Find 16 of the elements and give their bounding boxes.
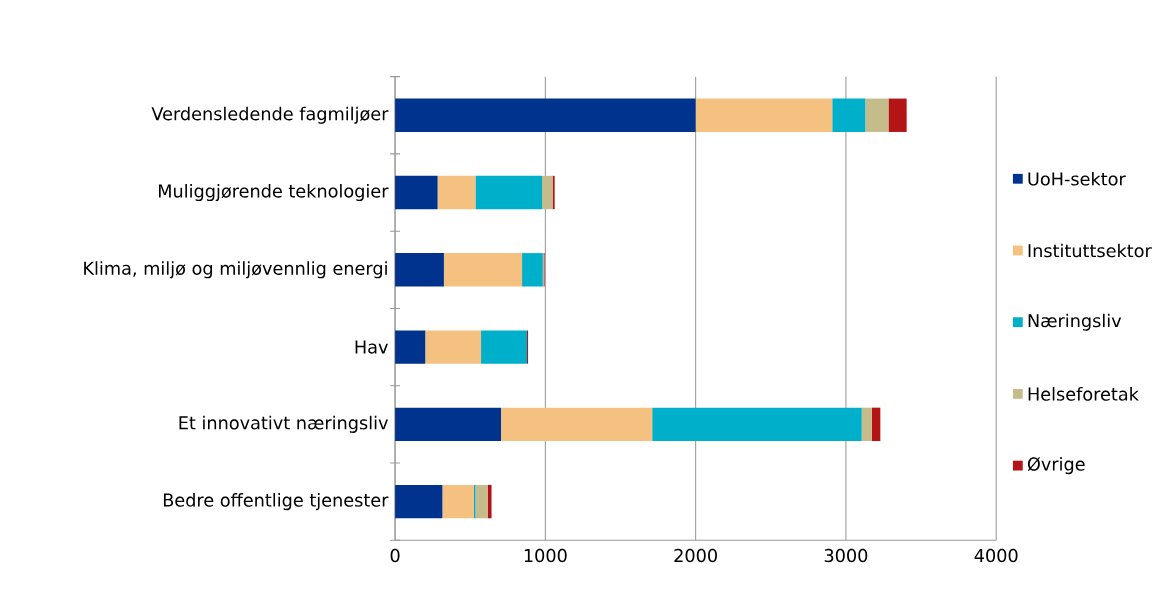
y-tick-label: Et innovativt næringsliv	[179, 415, 388, 433]
y-tick-label: Hav	[355, 340, 388, 354]
x-tick-label: 1000	[524, 548, 567, 563]
y-tick-label: Bedre offentlige tjenester	[163, 493, 389, 511]
y-tick-label: Muliggjørende teknologier	[158, 183, 389, 202]
x-tick-label: 3000	[824, 548, 868, 563]
y-tick-label: Verdensledende fagmiljøer	[151, 106, 389, 124]
legend-label: UoH-sektor	[1028, 171, 1126, 186]
x-tick-label: 0	[390, 548, 400, 563]
legend-label: Øvrige	[1027, 457, 1085, 475]
y-tick-label: Klima, miljø og miljøvennlig energi	[84, 261, 387, 279]
legend-label: Næringsliv	[1028, 313, 1122, 331]
legend-label: Helseforetak	[1028, 387, 1139, 401]
x-tick-label: 2000	[674, 548, 717, 563]
legend-label: Instituttsektor	[1028, 243, 1152, 258]
x-tick-label: 4000	[974, 548, 1018, 563]
